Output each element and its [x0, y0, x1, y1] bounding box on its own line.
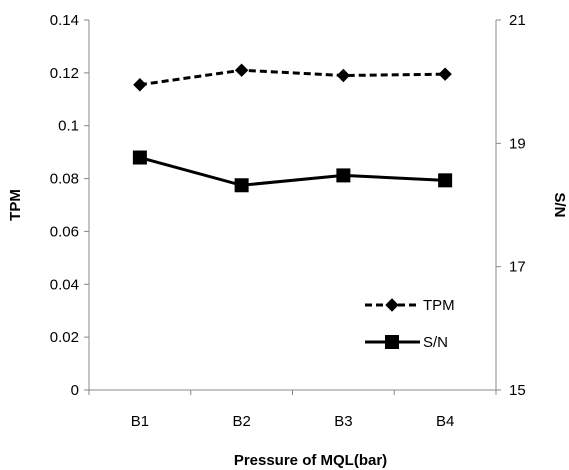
legend-label: S/N [423, 334, 448, 351]
legend-marker [385, 335, 399, 349]
legend-marker [385, 298, 399, 312]
data-point-square [132, 150, 147, 165]
data-point-square [336, 168, 351, 183]
ticks: 0 0.02 0.04 0.06 0.08 0.1 0.12 0.14 15 17 19 21 B1 B2… [50, 12, 526, 430]
left-y-tick-label: 0.04 [50, 276, 79, 293]
x-axis-title: Pressure of MQL(bar) [234, 452, 387, 469]
series-tpm [133, 63, 452, 92]
series-line [139, 68, 446, 87]
left-y-tick-label: 0.02 [50, 329, 79, 346]
y-axis-title: TPM [7, 189, 24, 221]
right-y-tick-label: 17 [509, 259, 526, 276]
x-tick-label: B1 [131, 413, 149, 430]
legend-item: TPM [365, 297, 455, 314]
left-y-tick-label: 0.1 [58, 118, 79, 135]
axis-labels: Pressure of MQL(bar) TPM S/N [7, 189, 568, 469]
data-point-diamond [133, 78, 147, 92]
right-y-tick-label: 21 [509, 12, 526, 29]
left-y-tick-label: 0.14 [50, 12, 79, 29]
series [132, 63, 453, 193]
left-y-tick-label: 0 [71, 382, 79, 399]
x-tick-label: B4 [436, 413, 454, 430]
data-point-square [438, 173, 453, 188]
legend: TPM S/N [365, 297, 455, 351]
left-y-tick-label: 0.12 [50, 65, 79, 82]
legend-label: TPM [423, 297, 455, 314]
left-y-tick-label: 0.06 [50, 223, 79, 240]
series-line [139, 156, 446, 187]
left-y-tick-label: 0.08 [50, 171, 79, 188]
x-tick-label: B2 [232, 413, 250, 430]
data-point-diamond [336, 68, 351, 83]
data-point-diamond [234, 63, 249, 77]
legend-item: S/N [365, 334, 448, 351]
right-y-tick-label: 19 [509, 135, 526, 152]
data-point-square [234, 178, 249, 193]
x-tick-label: B3 [334, 413, 352, 430]
right-y-tick-label: 15 [509, 382, 526, 399]
y2-axis-title: S/N [551, 192, 568, 217]
data-point-diamond [438, 67, 452, 81]
series-s-n [132, 150, 453, 193]
